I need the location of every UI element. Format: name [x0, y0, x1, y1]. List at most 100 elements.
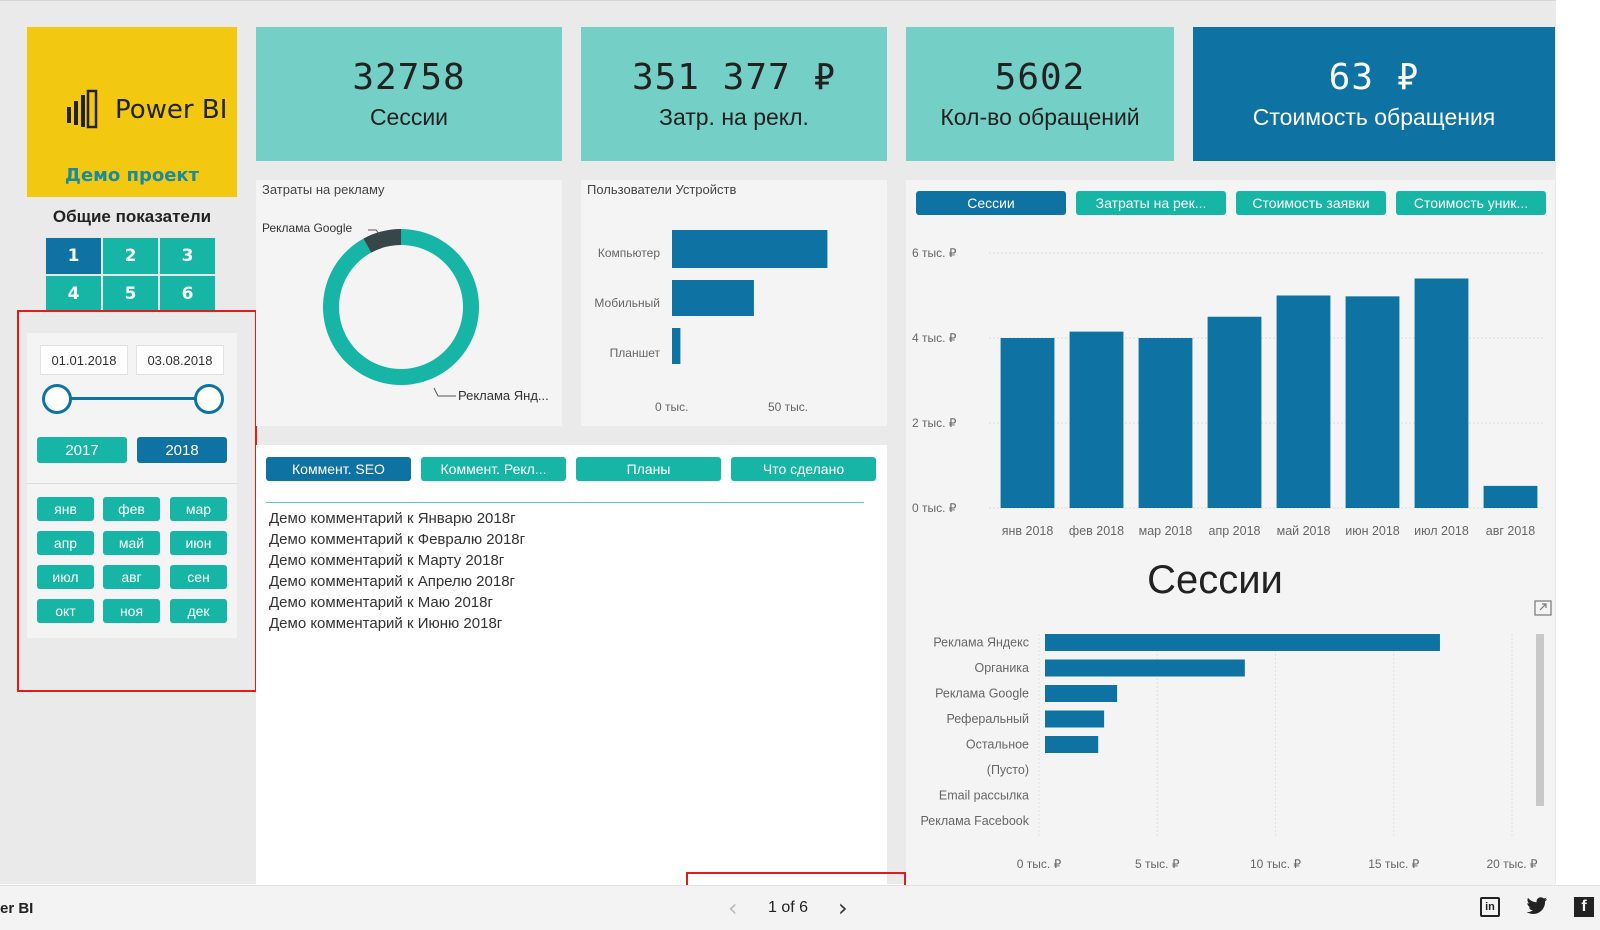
month-bar[interactable] [1138, 338, 1193, 508]
source-bar[interactable] [1045, 710, 1105, 728]
x-tick-label: фев 2018 [1069, 524, 1124, 538]
comment-line: Демо комментарий к Марту 2018г [269, 552, 505, 569]
device-label-mobile: Мобильный [594, 296, 660, 310]
donut-slice-google[interactable] [363, 229, 401, 253]
month-button-may[interactable]: май [103, 531, 160, 555]
x-tick-label: июн 2018 [1345, 524, 1400, 538]
linkedin-icon[interactable]: in [1480, 897, 1500, 917]
month-bar[interactable] [1483, 485, 1538, 508]
kpi-label: Стоимость обращения [1252, 104, 1496, 130]
date-to-input[interactable]: 03.08.2018 [136, 345, 224, 375]
donut-chart-title: Затраты на рекламу [262, 182, 385, 197]
date-range-track[interactable] [57, 397, 209, 400]
kpi-request-cost[interactable]: 63 ₽ Стоимость обращения [1193, 27, 1555, 161]
month-bar[interactable] [1414, 278, 1469, 509]
source-label: (Пусто) [987, 763, 1029, 777]
y-tick-label: 2 тыс. ₽ [912, 416, 957, 430]
page-button-4[interactable]: 4 [45, 275, 102, 313]
slicer-divider [27, 483, 237, 484]
month-button-apr[interactable]: апр [37, 531, 94, 555]
page-button-5[interactable]: 5 [102, 275, 159, 313]
source-bar[interactable] [1045, 736, 1099, 753]
tab-metric-ad-costs[interactable]: Затраты на рек... [1076, 191, 1226, 215]
page-button-2[interactable]: 2 [102, 237, 159, 275]
month-button-jun[interactable]: июн [170, 531, 227, 555]
tab-metric-unique-cost[interactable]: Стоимость уник... [1396, 191, 1546, 215]
tab-metric-request-cost[interactable]: Стоимость заявки [1236, 191, 1386, 215]
tab-comment-seo[interactable]: Коммент. SEO [266, 457, 411, 481]
devices-bars-svg [672, 230, 828, 364]
facebook-icon[interactable]: f [1574, 897, 1594, 917]
month-button-sep[interactable]: сен [170, 565, 227, 589]
comments-panel [256, 445, 887, 885]
kpi-requests[interactable]: 5602 Кол-во обращений [906, 27, 1174, 161]
kpi-sessions[interactable]: 32758 Сессии [256, 27, 562, 161]
logo-tile: Power BI Демо проект [27, 27, 237, 197]
kpi-value: 351 377 ₽ [631, 57, 837, 98]
source-label: Органика [975, 661, 1030, 675]
kpi-value: 32758 [352, 57, 466, 98]
source-label: Email рассылка [939, 789, 1029, 803]
month-bar[interactable] [1345, 296, 1400, 508]
source-bar[interactable] [1045, 685, 1118, 702]
month-button-dec[interactable]: дек [170, 599, 227, 623]
expand-icon[interactable] [1534, 600, 1552, 616]
tab-comment-ads[interactable]: Коммент. Рекл... [421, 457, 566, 481]
donut-chart-svg [323, 229, 479, 397]
donut-label-google: Реклама Google [262, 221, 353, 235]
page-indicator: 1 of 6 [768, 899, 809, 916]
page-button-3[interactable]: 3 [159, 237, 216, 275]
month-button-oct[interactable]: окт [37, 599, 94, 623]
month-bar[interactable] [1207, 316, 1262, 508]
month-bar[interactable] [1069, 331, 1124, 508]
device-label-desktop: Компьютер [597, 246, 660, 260]
device-bar-desktop[interactable] [672, 230, 828, 268]
month-button-mar[interactable]: мар [170, 497, 227, 521]
page-button-6[interactable]: 6 [159, 275, 216, 313]
source-label: Реферальный [946, 712, 1029, 726]
year-button-2018[interactable]: 2018 [137, 437, 227, 463]
source-label: Остальное [966, 738, 1029, 752]
x-tick-label: май 2018 [1277, 524, 1331, 538]
logo-name: Power BI [115, 95, 228, 125]
month-button-jul[interactable]: июл [37, 565, 94, 589]
date-range-end-handle[interactable] [194, 384, 224, 414]
sources-scrollbar[interactable] [1536, 634, 1544, 806]
page-nav-title: Общие показатели [52, 207, 212, 226]
x-tick-label: 15 тыс. ₽ [1368, 857, 1419, 871]
month-button-nov[interactable]: ноя [103, 599, 160, 623]
comment-line: Демо комментарий к Июню 2018г [269, 615, 503, 632]
monthly-sessions-chart: 0 тыс. ₽ 2 тыс. ₽ 4 тыс. ₽ 6 тыс. ₽ янв 201… [912, 246, 1545, 538]
kpi-label: Затр. на рекл. [659, 104, 809, 130]
prev-page-icon[interactable]: ‹ [728, 894, 738, 922]
tab-metric-sessions[interactable]: Сессии [916, 191, 1066, 215]
kpi-value: 63 ₽ [1328, 57, 1420, 98]
devices-tick-0: 0 тыс. [655, 400, 689, 414]
date-from-input[interactable]: 01.01.2018 [40, 345, 128, 375]
month-button-jan[interactable]: янв [37, 497, 94, 521]
kpi-ad-costs[interactable]: 351 377 ₽ Затр. на рекл. [581, 27, 887, 161]
month-bar[interactable] [1000, 338, 1055, 508]
y-tick-label: 0 тыс. ₽ [912, 501, 957, 515]
month-bar[interactable] [1276, 295, 1331, 509]
source-bar[interactable] [1045, 634, 1440, 651]
date-range-start-handle[interactable] [42, 384, 72, 414]
device-bar-tablet[interactable] [672, 328, 681, 364]
month-button-aug[interactable]: авг [103, 565, 160, 589]
year-button-2017[interactable]: 2017 [37, 437, 127, 463]
footer-brand: er BI [0, 900, 34, 917]
kpi-label: Сессии [369, 104, 449, 130]
next-page-icon[interactable]: › [838, 894, 848, 922]
device-bar-mobile[interactable] [672, 280, 754, 316]
month-button-feb[interactable]: фев [103, 497, 160, 521]
tab-plans[interactable]: Планы [576, 457, 721, 481]
page-button-1[interactable]: 1 [45, 237, 102, 275]
source-label: Реклама Яндекс [933, 636, 1029, 650]
footer-bar: er BI ‹ 1 of 6 › in f [0, 885, 1600, 930]
x-tick-label: 10 тыс. ₽ [1250, 857, 1301, 871]
source-bar[interactable] [1045, 659, 1245, 677]
tab-done[interactable]: Что сделано [731, 457, 876, 481]
comments-divider [266, 502, 864, 503]
comment-line: Демо комментарий к Февралю 2018г [269, 531, 526, 548]
twitter-icon[interactable] [1526, 896, 1548, 916]
